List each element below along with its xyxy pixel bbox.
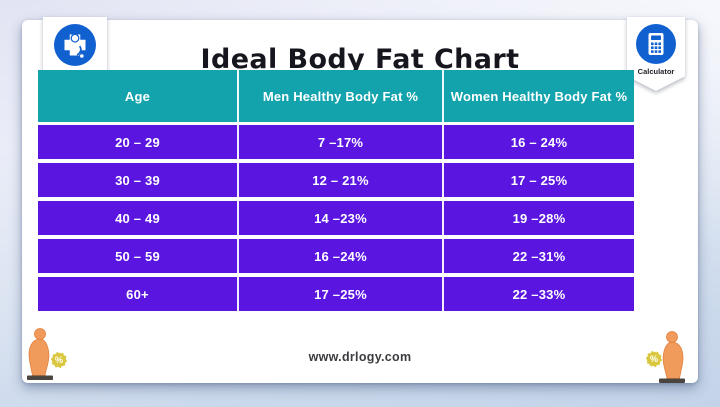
table-row: 30 – 39 12 – 21% 17 – 25% <box>38 163 634 197</box>
men-cell: 16 –24% <box>239 239 444 273</box>
age-cell: 20 – 29 <box>38 125 239 159</box>
table-row: 60+ 17 –25% 22 –33% <box>38 277 634 311</box>
men-cell: 12 – 21% <box>239 163 444 197</box>
body-figure-icon <box>656 330 692 384</box>
table-row: 20 – 29 7 –17% 16 – 24% <box>38 125 634 159</box>
age-cell: 30 – 39 <box>38 163 239 197</box>
women-cell: 22 –33% <box>512 286 566 302</box>
women-cell: 19 –28% <box>512 210 566 226</box>
table-row: 40 – 49 14 –23% 19 –28% <box>38 201 634 235</box>
column-header-women: Women Healthy Body Fat % <box>450 88 628 104</box>
table-row: 50 – 59 16 –24% 22 –31% <box>38 239 634 273</box>
column-header-men: Men Healthy Body Fat % <box>239 70 444 122</box>
men-cell: 14 –23% <box>239 201 444 235</box>
women-cell: 17 – 25% <box>510 172 568 188</box>
age-cell: 60+ <box>38 277 239 311</box>
men-cell: 17 –25% <box>239 277 444 311</box>
column-header-age: Age <box>38 70 239 122</box>
percent-badge-icon: % <box>51 352 67 368</box>
page-title: Ideal Body Fat Chart <box>200 44 520 75</box>
age-cell: 40 – 49 <box>38 201 239 235</box>
table-header-row: Age Men Healthy Body Fat % Women Healthy… <box>38 70 634 122</box>
body-figure-icon <box>20 327 56 381</box>
men-cell: 7 –17% <box>239 125 444 159</box>
calculator-icon <box>636 24 676 64</box>
women-cell: 16 – 24% <box>510 134 568 150</box>
percent-badge-icon: % <box>646 351 662 367</box>
calculator-badge-label: Calculator <box>637 67 675 76</box>
drlogy-logo-icon <box>54 24 96 66</box>
body-fat-table: Age Men Healthy Body Fat % Women Healthy… <box>38 70 634 311</box>
women-cell: 22 –31% <box>512 248 566 264</box>
age-cell: 50 – 59 <box>38 239 239 273</box>
website-url: www.drlogy.com <box>308 350 412 364</box>
calculator-ribbon-badge: Calculator <box>627 17 685 91</box>
